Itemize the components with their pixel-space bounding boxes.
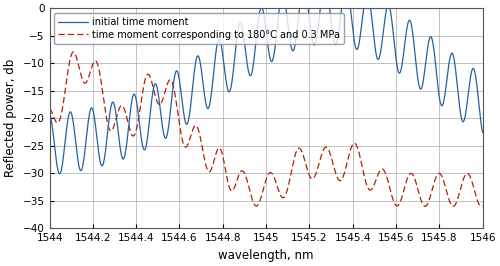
initial time moment [274,24,280,27]
time moment corresponding to 180°C and 0.3 MPa [158,101,164,104]
time moment corresponding to 180°C and 0.3 MPa [274,186,280,189]
initial time moment [277,4,283,7]
initial time moment [310,41,316,44]
X-axis label: wavelength, nm: wavelength, nm [218,249,314,262]
time moment corresponding to 180°C and 0.3 MPa [268,171,274,174]
time moment corresponding to 180°C and 0.3 MPa [70,50,76,53]
time moment corresponding to 180°C and 0.3 MPa [111,125,117,128]
time moment corresponding to 180°C and 0.3 MPa [46,107,52,110]
initial time moment [70,116,75,119]
time moment corresponding to 180°C and 0.3 MPa [70,51,75,54]
Line: initial time moment: initial time moment [50,5,482,174]
time moment corresponding to 180°C and 0.3 MPa [450,205,456,208]
Y-axis label: Reflected power, db: Reflected power, db [4,59,17,177]
Legend: initial time moment, time moment corresponding to 180°C and 0.3 MPa: initial time moment, time moment corresp… [54,13,344,44]
initial time moment [158,119,164,122]
initial time moment [111,102,117,105]
Line: time moment corresponding to 180°C and 0.3 MPa: time moment corresponding to 180°C and 0… [50,52,482,206]
initial time moment [46,113,52,116]
initial time moment [56,172,62,176]
time moment corresponding to 180°C and 0.3 MPa [310,177,316,180]
time moment corresponding to 180°C and 0.3 MPa [480,204,486,207]
initial time moment [480,131,486,134]
initial time moment [268,60,274,63]
